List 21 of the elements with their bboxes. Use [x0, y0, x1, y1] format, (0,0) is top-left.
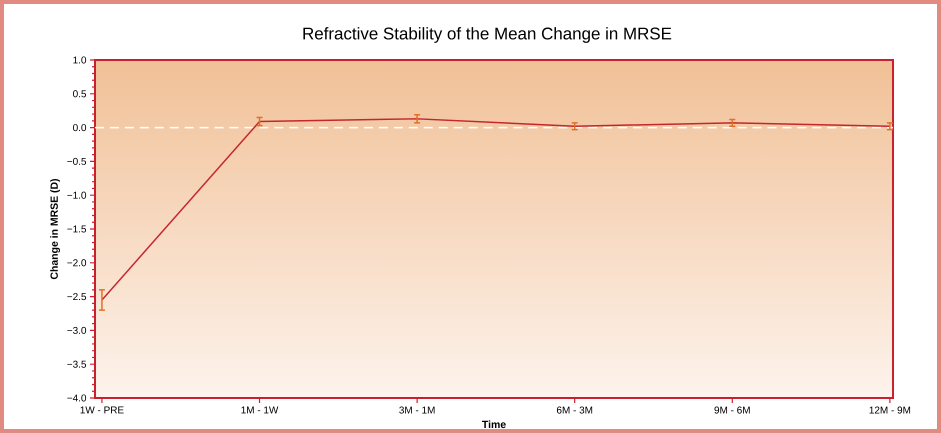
y-tick-label: 1.0 [73, 56, 86, 64]
y-tick-label: −1.5 [67, 226, 86, 232]
y-tick-label: −1.0 [67, 192, 86, 199]
x-tick-label: 9M - 6M [714, 406, 750, 414]
x-tick-label: 12M - 9M [870, 406, 910, 414]
y-tick-label: −3.0 [67, 326, 86, 334]
line-series [101, 118, 891, 301]
y-tick-label: 0.5 [73, 90, 86, 98]
x-tick-label: 1W - PRE [80, 406, 124, 414]
y-tick-label: −3.5 [67, 360, 86, 368]
x-tick-label: 1M - 1W [241, 406, 278, 414]
x-axis-title: Time [482, 420, 506, 428]
y-tick-label: −2.0 [67, 259, 86, 266]
x-tick-label: 6M - 3M [556, 406, 592, 414]
y-tick-label: −4.0 [67, 394, 86, 402]
y-tick-label: 0.0 [73, 124, 86, 132]
x-tick-label: 3M - 1M [399, 406, 435, 414]
y-tick-label: −2.5 [67, 293, 86, 300]
chart-title: Refractive Stability of the Mean Change in MRSE [303, 27, 672, 43]
y-axis-title: Change in MRSE (D) [50, 178, 60, 280]
y-tick-label: −0.5 [67, 158, 86, 165]
